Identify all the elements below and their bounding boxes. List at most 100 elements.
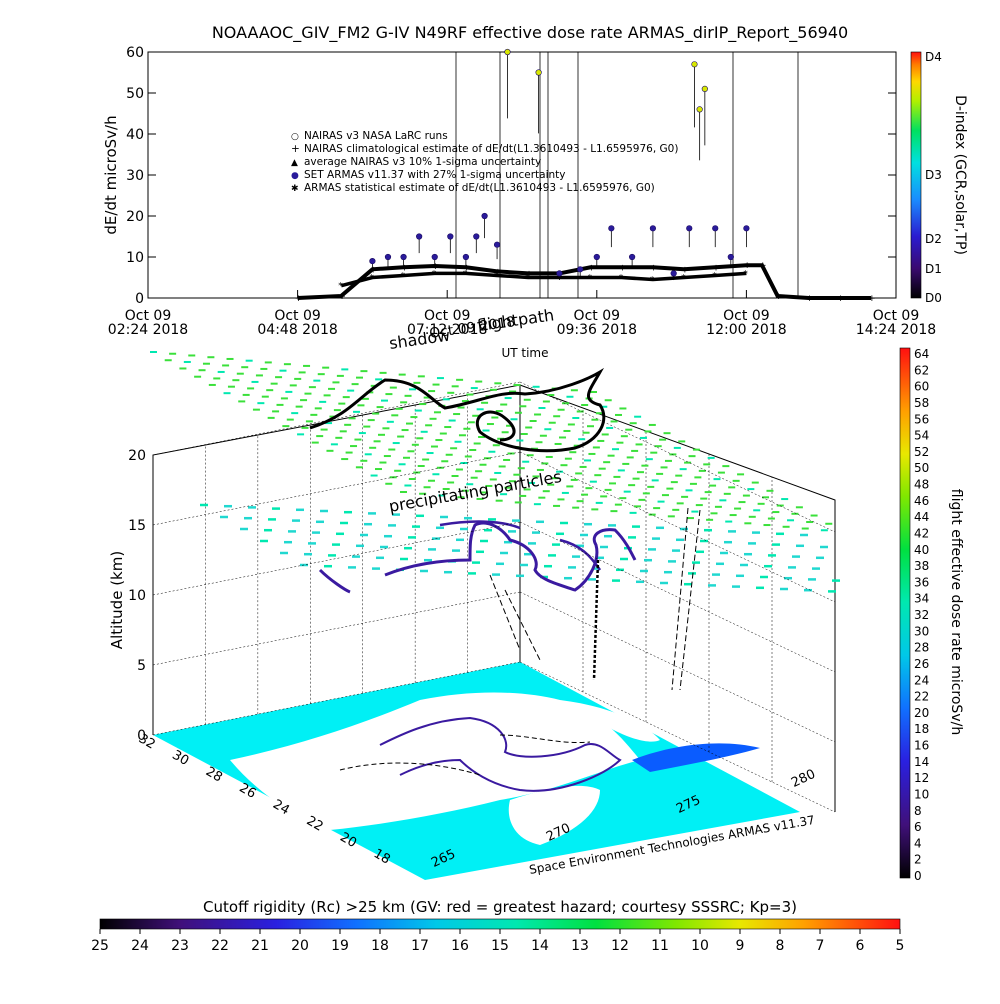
series-armas-point [701, 85, 708, 92]
altitude-tick-label: 20 [128, 448, 146, 464]
map-land-yucatan [508, 785, 600, 845]
series-armas-stat-point: * [401, 271, 406, 281]
flightpath-climb [592, 559, 600, 681]
dose-tick-label: 22 [914, 690, 929, 704]
top-x-tick-day: Oct 09 [274, 308, 320, 324]
series-armas-point [743, 225, 750, 232]
top-x-axis-label: UT time [501, 346, 548, 360]
series-nairas-clim-point: + [806, 294, 814, 304]
top-x-tick-time: 14:24 2018 [856, 322, 936, 338]
legend-symbol-2: ▲ [291, 158, 298, 168]
dose-tick-label: 0 [914, 869, 922, 883]
dose-tick-label: 2 [914, 853, 922, 867]
dindex-colorbar-ticks: D0 D1 D2 D3 D4 [925, 50, 942, 305]
latitude-ticks: 32 30 28 26 24 22 20 18 [136, 731, 393, 867]
dose-tick-label: 50 [914, 461, 929, 475]
series-armas-point [577, 266, 584, 273]
dose-colorbar [899, 347, 911, 879]
cutoff-tick-label: 13 [571, 938, 589, 954]
cutoff-tick-label: 9 [736, 938, 745, 954]
dindex-colorbar [910, 51, 922, 299]
dose-tick-label: 38 [914, 559, 929, 573]
latitude-tick-label: 20 [337, 830, 359, 851]
dose-tick-label: 18 [914, 722, 929, 736]
dose-tick-label: 16 [914, 739, 929, 753]
series-armas-stat-point: * [525, 274, 530, 284]
dose-tick-label: 54 [914, 429, 929, 443]
top-x-tick-day: Oct 09 [574, 308, 620, 324]
series-armas-point [481, 212, 488, 220]
precip-annotation: precipitating particles [387, 467, 563, 516]
dose-tick-label: 32 [914, 608, 929, 622]
series-nairas-clim-point: + [712, 263, 720, 273]
cutoff-tick-label: 5 [896, 938, 905, 954]
series-nairas-clim-point: + [775, 292, 783, 302]
back-wall-right [519, 384, 836, 812]
latitude-tick-label: 28 [203, 764, 225, 785]
dose-tick-label: 8 [914, 804, 922, 818]
series-armas-point [608, 225, 615, 232]
legend-symbol-4: ✱ [291, 184, 299, 194]
series-armas-point [696, 106, 703, 113]
flightpath-shadow [309, 367, 606, 453]
series-nairas-clim-point: + [338, 292, 346, 302]
dose-tick-label: 14 [914, 755, 929, 769]
dose-tick-label: 48 [914, 478, 929, 492]
shadow-plane [150, 351, 833, 532]
altitude-tick-label: 10 [128, 588, 146, 604]
cutoff-tick-label: 20 [291, 938, 309, 954]
dose-tick-label: 52 [914, 445, 929, 459]
altitude-grid-line [152, 591, 521, 666]
series-nairas-clim-point: + [743, 261, 751, 271]
series-nairas-clim-point: + [494, 267, 502, 277]
dose-colorbar-ticks: 0246810121416182022242628303234363840424… [914, 347, 929, 883]
precipitating-particles-plane [200, 503, 840, 593]
series-armas-point [431, 253, 438, 261]
series-nairas-clim-point: + [759, 261, 767, 271]
dose-tick-label: 28 [914, 641, 929, 655]
series-nairas-clim-point: + [525, 269, 533, 279]
top-y-tick-label: 30 [126, 168, 144, 184]
series-armas-stat-line [340, 271, 747, 288]
altitude-ticks: 0 5 10 15 20 [128, 381, 836, 813]
series-armas-point [400, 253, 407, 261]
series-armas-point [686, 225, 693, 232]
flightpath-ribbon [318, 521, 637, 594]
dose-tick-label: 40 [914, 543, 929, 557]
flightpath-floor [379, 716, 622, 792]
top-y-ticks: 0 10 20 30 40 50 60 [126, 45, 896, 307]
top-y-tick-label: 0 [135, 291, 144, 307]
top-series: ++++++++++++++++++++************** [295, 48, 876, 304]
dindex-tick-label: D2 [925, 232, 942, 246]
series-nairas-clim-point: + [432, 262, 440, 272]
altitude-grid-line-right [519, 521, 836, 673]
series-armas-point [535, 69, 542, 76]
dose-tick-label: 4 [914, 836, 922, 850]
series-armas-point [447, 233, 454, 240]
series-nairas-clim-point: + [588, 263, 596, 273]
cutoff-tick-label: 11 [651, 938, 669, 954]
map-land-florida [560, 700, 660, 742]
dose-tick-label: 56 [914, 412, 929, 426]
series-armas-stat-point: * [432, 269, 437, 279]
cutoff-tick-label: 15 [491, 938, 509, 954]
series-armas-point [593, 253, 600, 261]
series-nairas-clim-point: + [868, 294, 876, 304]
series-armas-point [670, 270, 677, 277]
series-armas-point [691, 61, 698, 68]
cutoff-tick-label: 12 [611, 938, 629, 954]
map-land-north [230, 692, 640, 830]
latitude-tick-label: 22 [304, 813, 326, 834]
series-armas-point [462, 253, 470, 261]
top-legend: ○ NAIRAS v3 NASA LaRC runs + NAIRAS clim… [291, 130, 678, 194]
cutoff-tick-label: 10 [691, 938, 709, 954]
legend-label-4: ARMAS statistical estimate of dE/dt(L1.3… [304, 182, 655, 194]
top-x-tick-time: 12:00 2018 [706, 322, 786, 338]
series-armas-stat-point: * [463, 269, 468, 279]
legend-symbol-1: + [291, 143, 300, 155]
legend-symbol-3: ● [291, 171, 299, 181]
cutoff-label: Cutoff rigidity (Rc) >25 km (GV: red = g… [203, 898, 797, 916]
cutoff-tick-label: 23 [171, 938, 189, 954]
